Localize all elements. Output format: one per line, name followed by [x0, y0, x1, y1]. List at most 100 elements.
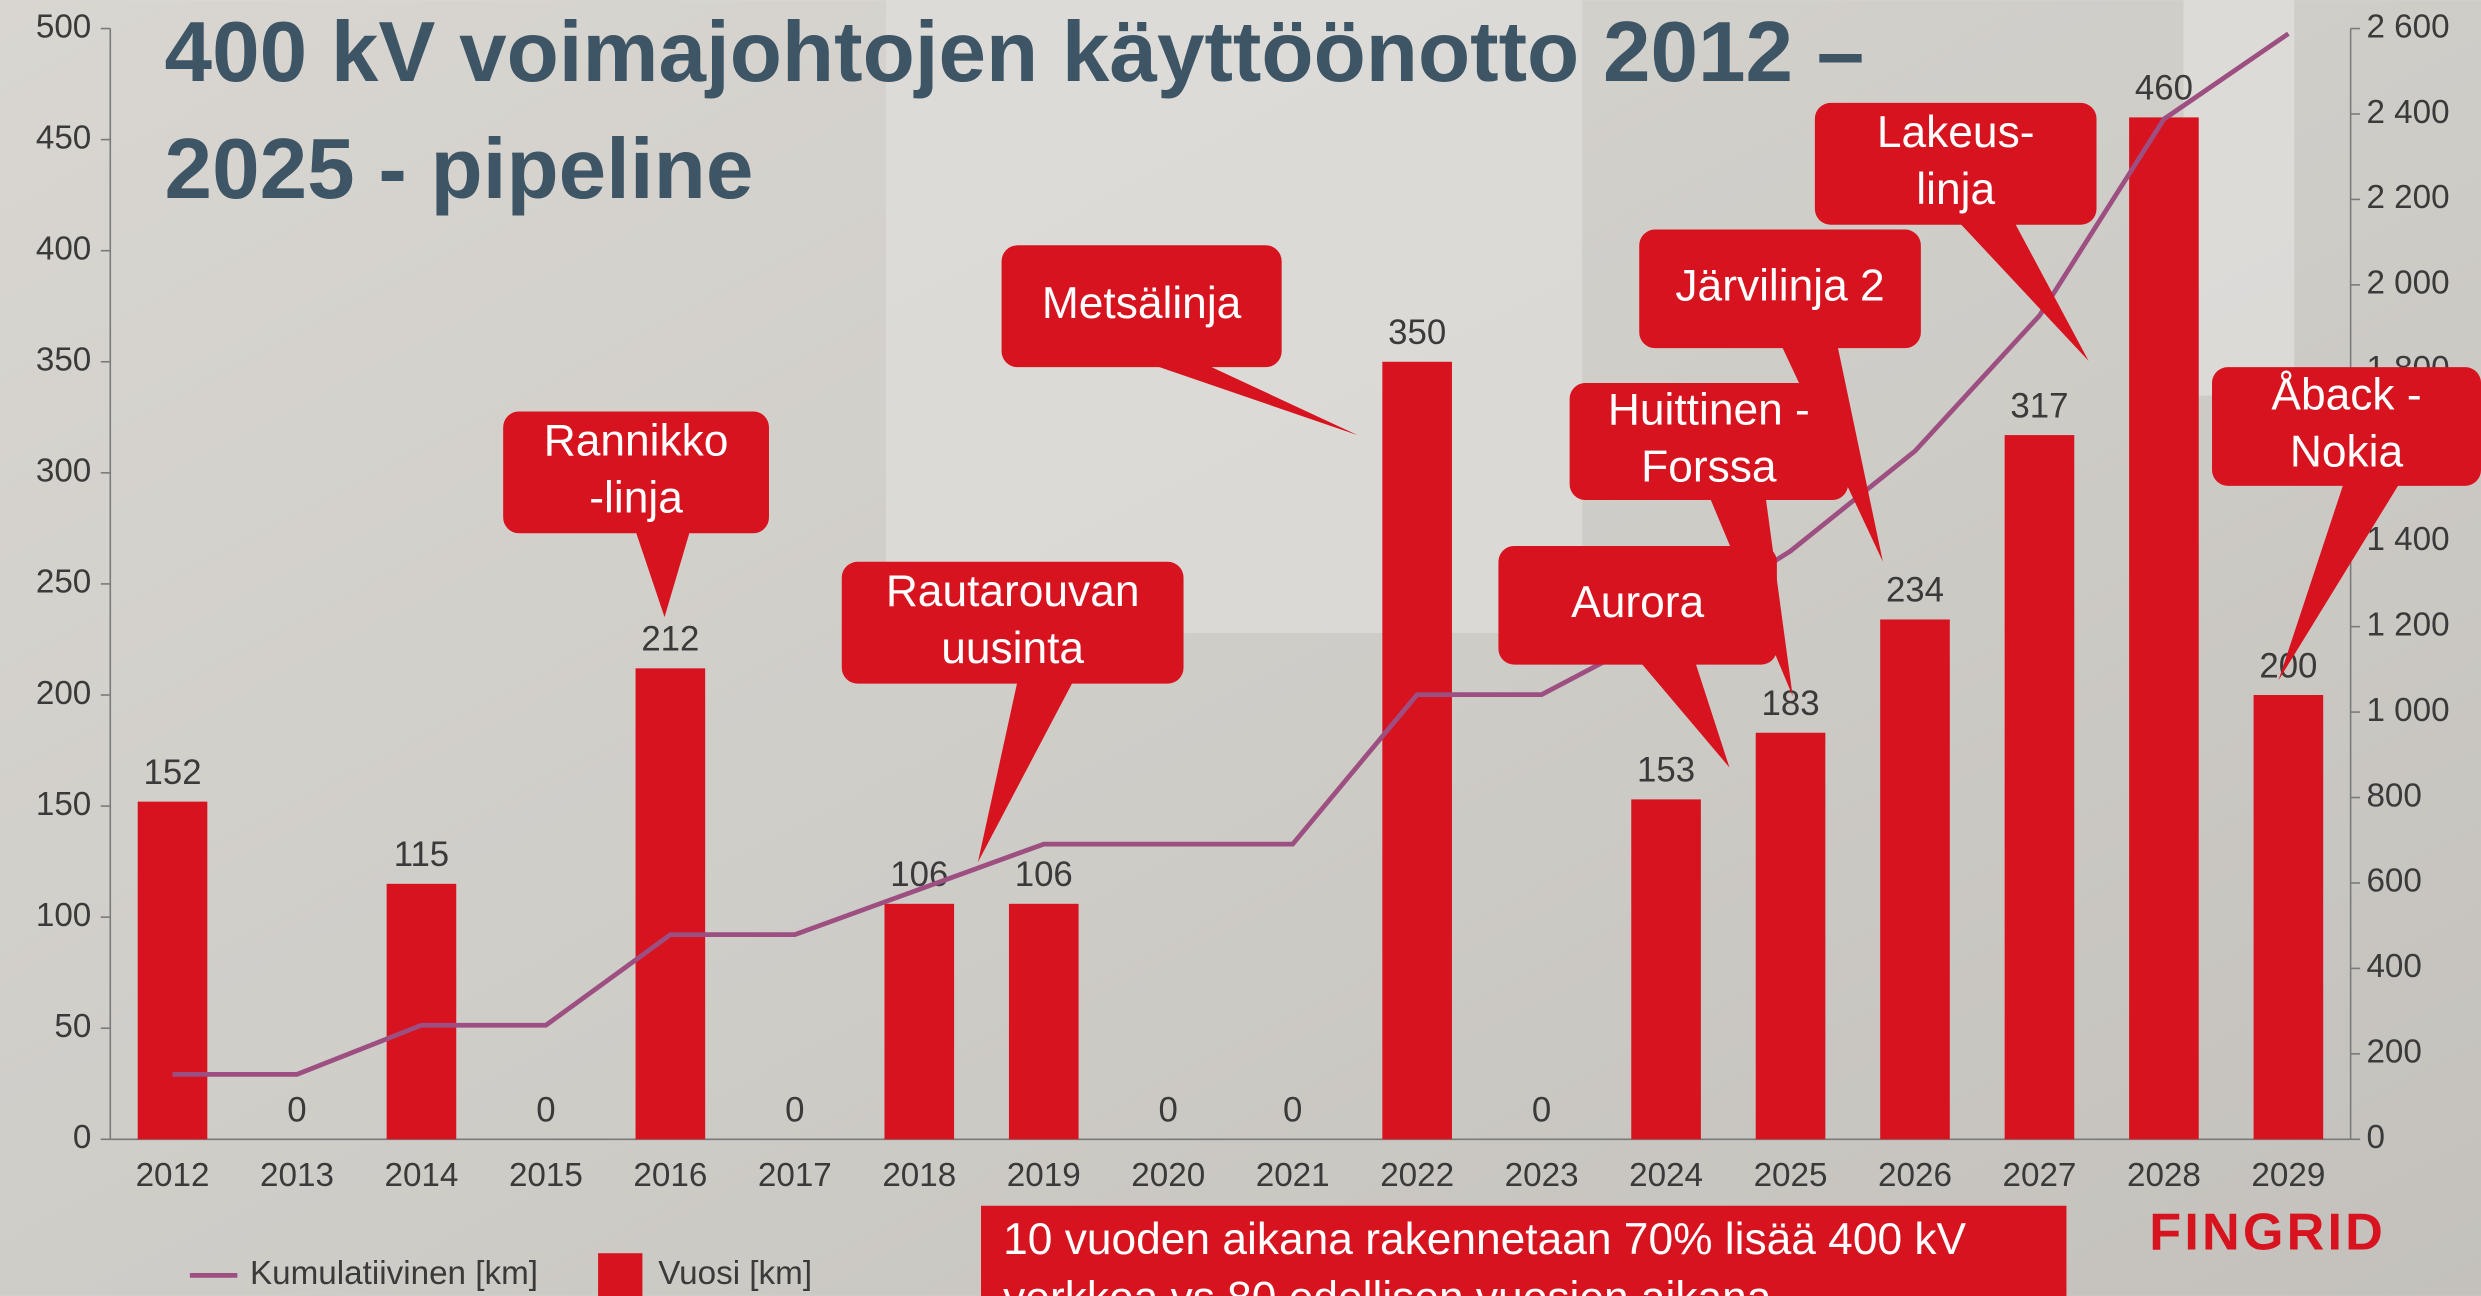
callout-box	[1814, 102, 2097, 225]
y2-tick-label: 2 400	[2366, 94, 2449, 131]
callout-text: Rannikko	[544, 417, 729, 466]
callout-box	[1498, 545, 1777, 665]
value-label: 317	[2010, 386, 2068, 425]
callout-box	[841, 561, 1184, 684]
y-tick-label: 450	[36, 119, 91, 156]
x-tick-label: 2016	[633, 1157, 707, 1194]
bar	[1008, 903, 1079, 1140]
y2-tick-label: 200	[2366, 1034, 2421, 1071]
x-tick-label: 2026	[1878, 1157, 1952, 1194]
x-tick-label: 2012	[136, 1157, 210, 1194]
bar	[386, 883, 457, 1140]
value-label: 0	[287, 1091, 306, 1130]
x-tick-label: 2025	[1754, 1157, 1828, 1194]
y-tick-label: 50	[54, 1008, 91, 1045]
y2-tick-label: 2 600	[2366, 8, 2449, 45]
x-tick-label: 2022	[1380, 1157, 1454, 1194]
y-tick-label: 200	[36, 675, 91, 712]
bar	[1755, 732, 1826, 1140]
callout-text: Lakeus-	[1877, 108, 2035, 157]
logo: FINGRID	[2149, 1204, 2386, 1262]
callout-box	[1639, 229, 1921, 349]
callout-pointer	[634, 526, 692, 618]
value-label: 0	[1532, 1091, 1551, 1130]
bar	[1382, 361, 1452, 1140]
callout-text: Aurora	[1571, 578, 1704, 627]
y2-tick-label: 600	[2366, 863, 2421, 900]
callout-box	[1569, 382, 1849, 501]
x-tick-label: 2023	[1505, 1157, 1579, 1194]
value-label: 0	[1283, 1091, 1302, 1130]
y-tick-label: 350	[36, 342, 91, 379]
callout-text: Rautarouvan	[886, 567, 1140, 616]
y2-tick-label: 1 400	[2366, 521, 2449, 558]
bar	[884, 903, 955, 1140]
x-tick-label: 2024	[1629, 1157, 1703, 1194]
callout-pointer	[1955, 218, 2089, 361]
callout-box	[503, 411, 769, 534]
y2-tick-label: 1 000	[2366, 692, 2449, 729]
value-label: 212	[641, 620, 699, 659]
callout-text: Metsälinja	[1042, 279, 1242, 328]
x-tick-label: 2015	[509, 1157, 583, 1194]
bar	[1880, 619, 1950, 1140]
y-tick-label: 0	[73, 1119, 91, 1156]
line	[172, 31, 2290, 1077]
callout-box	[1001, 245, 1282, 368]
x-tick-label: 2018	[882, 1157, 956, 1194]
y-tick-label: 400	[36, 230, 91, 267]
callout-text: linja	[1916, 165, 1995, 214]
value-label: 0	[1159, 1091, 1178, 1130]
value-label: 153	[1637, 751, 1695, 790]
y-tick-label: 500	[36, 8, 91, 45]
x-tick-label: 2027	[2003, 1157, 2077, 1194]
x-tick-label: 2020	[1131, 1157, 1205, 1194]
value-label: 0	[785, 1091, 804, 1130]
callout-text: uusinta	[941, 624, 1084, 673]
y2-tick-label: 400	[2366, 948, 2421, 985]
x-tick-label: 2019	[1007, 1157, 1081, 1194]
y2-tick-label: 0	[2366, 1119, 2384, 1156]
x-tick-label: 2021	[1256, 1157, 1330, 1194]
bar	[137, 801, 208, 1140]
callout-pointer	[1779, 341, 1883, 562]
x-tick-label: 2029	[2251, 1157, 2325, 1194]
value-label: 106	[1015, 855, 1073, 894]
note-box	[981, 1205, 2067, 1296]
chart-title: 400 kV voimajohtojen käyttöönotto 2012 –	[165, 5, 1865, 100]
bar	[635, 668, 706, 1140]
value-label: 234	[1886, 571, 1944, 610]
note-text: 10 vuoden aikana rakennetaan 70% lisää 4…	[1003, 1215, 1966, 1264]
value-label: 152	[143, 753, 201, 792]
legend-label: Vuosi [km]	[658, 1255, 812, 1292]
callout-pointer	[2278, 479, 2402, 681]
y-tick-label: 250	[36, 564, 91, 601]
legend-label: Kumulatiivinen [km]	[250, 1255, 538, 1292]
bar	[2129, 117, 2199, 1140]
y-tick-label: 100	[36, 897, 91, 934]
callout-text: Huittinen -	[1608, 386, 1810, 435]
callout-text: Forssa	[1641, 443, 1777, 492]
bar	[2253, 694, 2324, 1140]
callout-text: Järvilinja 2	[1675, 262, 1884, 311]
x-tick-label: 2017	[758, 1157, 832, 1194]
value-label: 0	[536, 1091, 555, 1130]
y2-tick-label: 800	[2366, 777, 2421, 814]
x-tick-label: 2028	[2127, 1157, 2201, 1194]
plot: 0 50 100 150 200 250 300 350 400 450 500 0 200 400 600…	[36, 8, 2481, 1296]
y2-tick-label: 2 000	[2366, 265, 2449, 302]
callout-box	[2212, 367, 2481, 486]
y-tick-label: 150	[36, 786, 91, 823]
y2-tick-label: 2 200	[2366, 179, 2449, 216]
x-tick-label: 2013	[260, 1157, 334, 1194]
callout-text: Nokia	[2290, 428, 2404, 477]
legend-swatch	[598, 1253, 643, 1296]
callout-text: Åback -	[2271, 371, 2421, 420]
value-label: 460	[2135, 69, 2193, 108]
bar	[1631, 799, 1701, 1140]
x-tick-label: 2014	[384, 1157, 458, 1194]
value-label: 115	[394, 835, 449, 874]
y2-tick-label: 1 200	[2366, 606, 2449, 643]
y-tick-label: 300	[36, 453, 91, 490]
